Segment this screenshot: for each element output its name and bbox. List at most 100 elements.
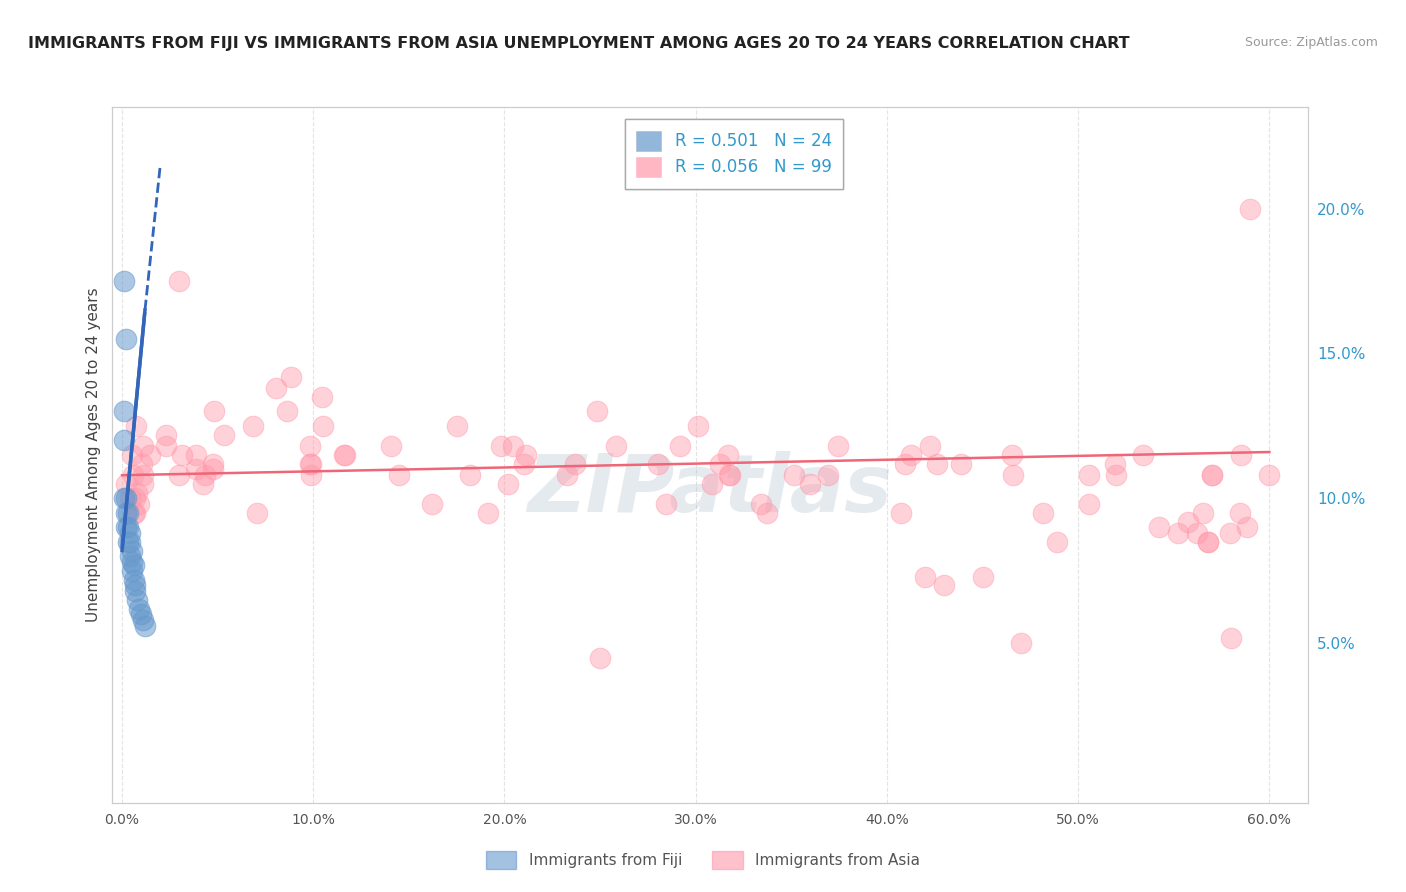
Point — [669, 439, 692, 453]
Point — [112, 404, 135, 418]
Point — [115, 491, 138, 506]
Point — [124, 491, 146, 506]
Point — [167, 468, 190, 483]
Point — [114, 476, 136, 491]
Point — [555, 468, 578, 483]
Point — [890, 506, 912, 520]
Point — [124, 506, 146, 520]
Point — [1197, 534, 1219, 549]
Point — [949, 457, 972, 471]
Point — [280, 369, 302, 384]
Point — [1239, 202, 1261, 216]
Point — [311, 390, 333, 404]
Point — [756, 506, 779, 520]
Point — [1078, 497, 1101, 511]
Point — [589, 651, 612, 665]
Point — [212, 427, 235, 442]
Point — [132, 613, 155, 627]
Point — [783, 468, 806, 483]
Point — [242, 418, 264, 433]
Point — [1104, 468, 1126, 483]
Point — [799, 476, 821, 491]
Point — [117, 534, 139, 549]
Point — [131, 476, 153, 491]
Point — [124, 584, 146, 599]
Point — [124, 578, 146, 592]
Point — [125, 418, 148, 433]
Point — [125, 485, 148, 500]
Point — [586, 404, 609, 418]
Point — [749, 497, 772, 511]
Point — [122, 558, 145, 573]
Point — [121, 555, 143, 569]
Point — [1236, 520, 1258, 534]
Point — [502, 439, 524, 453]
Point — [1132, 448, 1154, 462]
Point — [1077, 468, 1099, 483]
Point — [717, 448, 740, 462]
Point — [122, 468, 145, 483]
Point — [118, 491, 141, 506]
Point — [700, 476, 723, 491]
Point — [201, 462, 224, 476]
Point — [124, 506, 146, 520]
Point — [1201, 468, 1223, 483]
Point — [121, 543, 143, 558]
Point — [1001, 468, 1024, 483]
Point — [299, 457, 322, 471]
Point — [117, 520, 139, 534]
Point — [118, 526, 141, 541]
Point — [112, 274, 135, 288]
Point — [709, 457, 731, 471]
Point — [121, 448, 143, 462]
Point — [380, 439, 402, 453]
Point — [1167, 526, 1189, 541]
Point — [128, 601, 150, 615]
Point — [246, 506, 269, 520]
Point — [900, 448, 922, 462]
Point — [299, 439, 322, 453]
Point — [155, 427, 177, 442]
Point — [122, 573, 145, 587]
Point — [972, 570, 994, 584]
Point — [420, 497, 443, 511]
Legend: R = 0.501   N = 24, R = 0.056   N = 99: R = 0.501 N = 24, R = 0.056 N = 99 — [624, 119, 844, 189]
Point — [155, 439, 177, 453]
Point — [131, 457, 153, 471]
Point — [186, 448, 208, 462]
Point — [496, 476, 519, 491]
Y-axis label: Unemployment Among Ages 20 to 24 years: Unemployment Among Ages 20 to 24 years — [86, 287, 101, 623]
Point — [264, 381, 287, 395]
Point — [1220, 631, 1243, 645]
Point — [121, 564, 143, 578]
Point — [1219, 526, 1241, 541]
Point — [112, 434, 135, 448]
Point — [1032, 506, 1054, 520]
Point — [1001, 448, 1024, 462]
Point — [1230, 448, 1253, 462]
Point — [129, 607, 152, 622]
Point — [1185, 526, 1208, 541]
Point — [1192, 506, 1215, 520]
Point — [139, 448, 162, 462]
Point — [170, 448, 193, 462]
Point — [1046, 534, 1069, 549]
Point — [276, 404, 298, 418]
Point — [132, 468, 155, 483]
Point — [718, 468, 741, 483]
Point — [388, 468, 411, 483]
Point — [927, 457, 949, 471]
Point — [127, 592, 149, 607]
Point — [894, 457, 917, 471]
Point — [115, 332, 138, 346]
Point — [605, 439, 627, 453]
Point — [194, 468, 217, 483]
Point — [118, 534, 141, 549]
Point — [132, 439, 155, 453]
Point — [914, 570, 936, 584]
Point — [202, 404, 225, 418]
Point — [186, 462, 208, 476]
Point — [1104, 457, 1126, 471]
Point — [193, 476, 215, 491]
Point — [333, 448, 356, 462]
